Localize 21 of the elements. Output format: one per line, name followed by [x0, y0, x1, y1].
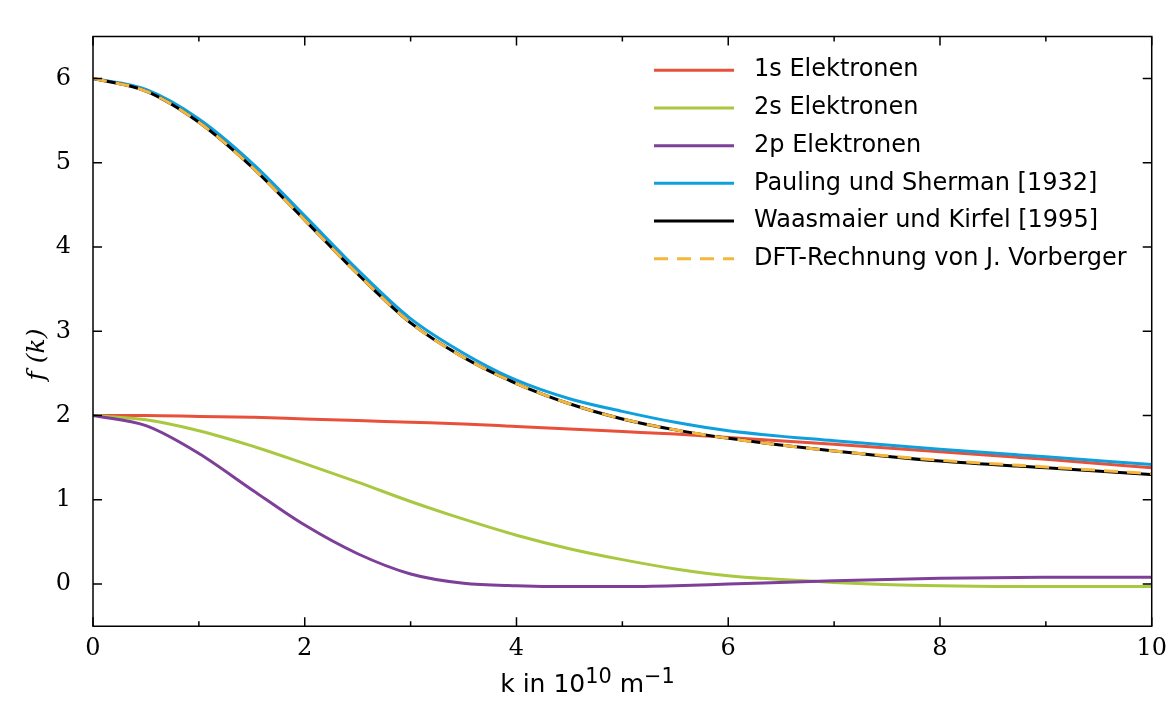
y-tick-label: 4 [55, 231, 71, 260]
legend-label: DFT-Rechnung von J. Vorberger [754, 242, 1127, 271]
x-tick-label: 2 [297, 632, 313, 661]
legend-label: 2s Elektronen [754, 92, 919, 121]
y-tick-label: 3 [55, 315, 71, 344]
legend-label: 1s Elektronen [754, 54, 919, 83]
y-tick-label: 5 [55, 147, 71, 176]
y-tick-label: 1 [55, 484, 71, 513]
x-tick-label: 10 [1136, 632, 1167, 661]
y-tick-label: 0 [55, 568, 71, 597]
legend-label: Pauling und Sherman [1932] [754, 167, 1098, 196]
y-tick-label: 6 [55, 62, 71, 91]
x-tick-label: 0 [85, 632, 101, 661]
legend-label: 2p Elektronen [754, 129, 922, 158]
y-axis-title: f (k) [20, 327, 50, 384]
y-tick-label: 2 [55, 399, 71, 428]
x-tick-label: 6 [720, 632, 736, 661]
x-tick-label: 4 [508, 632, 525, 661]
x-tick-label: 8 [932, 632, 948, 661]
x-axis-title: k in 10$^{10}$ m$^{−1}$ [499, 664, 676, 699]
legend-label: Waasmaier und Kirfel [1995] [754, 205, 1099, 234]
